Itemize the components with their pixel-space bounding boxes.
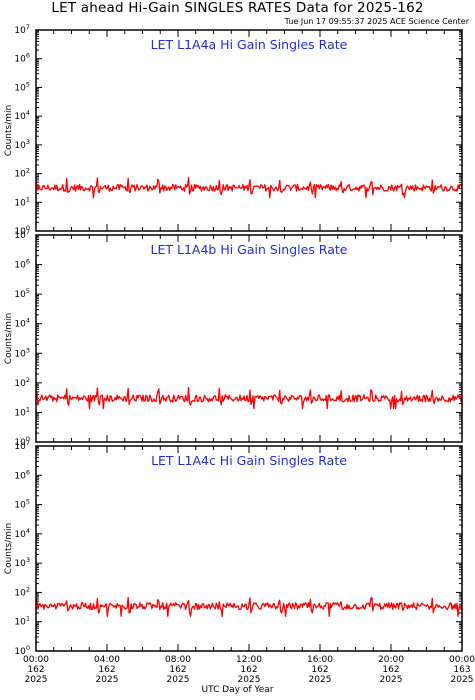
x-tick-label: 2025 <box>451 675 474 685</box>
y-tick-label: 104 <box>14 317 30 330</box>
y-tick-label: 106 <box>14 52 30 65</box>
y-tick-label: 101 <box>14 405 30 418</box>
y-axis-label: Counts/min <box>4 523 14 574</box>
x-tick-label: 00:00 <box>23 655 49 665</box>
x-tick-label: 20:00 <box>378 655 404 665</box>
y-tick-label: 102 <box>14 585 30 598</box>
y-tick-label: 107 <box>14 228 30 241</box>
x-tick-label: 08:00 <box>165 655 191 665</box>
y-tick-label: 104 <box>14 109 30 122</box>
x-tick-label: 12:00 <box>236 655 262 665</box>
y-tick-label: 100 <box>14 644 30 657</box>
y-tick-label: 104 <box>14 527 30 540</box>
x-tick-label: 162 <box>311 665 328 675</box>
plot-frame <box>35 234 463 443</box>
x-tick-label: 2025 <box>309 675 332 685</box>
series-line <box>35 176 463 199</box>
y-tick-label: 100 <box>14 224 30 237</box>
y-tick-label: 103 <box>14 346 30 359</box>
chart-panel-2: 100 101 102 103 104 105 106 107 LET L1A4b Hi Gai… <box>4 228 463 448</box>
y-axis-label: Counts/min <box>4 105 14 156</box>
x-axis-label: UTC Day of Year <box>201 685 274 695</box>
x-tick-label: 2025 <box>25 675 48 685</box>
generation-timestamp: Tue Jun 17 09:55:37 2025 ACE Science Cen… <box>284 17 469 26</box>
chart-panel-1: 100 101 102 103 104 105 106 107 LET L1A4a Hi Gai… <box>4 23 463 237</box>
x-tick-label: 162 <box>240 665 257 675</box>
y-tick-label: 101 <box>14 615 30 628</box>
panel-title: LET L1A4a Hi Gain Singles Rate <box>151 37 348 52</box>
x-tick-label: 162 <box>27 665 44 675</box>
series-line <box>35 596 463 617</box>
chart-panel-3: 100 101 102 103 104 105 106 107 LET L1A4c Hi Gai… <box>4 439 463 657</box>
y-tick-label: 100 <box>14 435 30 448</box>
y-tick-label: 101 <box>14 195 30 208</box>
x-tick-label: 163 <box>453 665 470 675</box>
x-tick-label: 16:00 <box>307 655 333 665</box>
x-tick-label: 2025 <box>380 675 403 685</box>
y-axis-label: Counts/min <box>4 313 14 364</box>
y-tick-label: 107 <box>14 439 30 452</box>
x-tick-label: 04:00 <box>94 655 120 665</box>
y-tick-label: 103 <box>14 556 30 569</box>
series-line <box>35 386 463 410</box>
plot-frame <box>35 445 463 652</box>
y-tick-label: 105 <box>14 80 30 93</box>
panel-title: LET L1A4c Hi Gain Singles Rate <box>151 453 347 468</box>
y-tick-label: 106 <box>14 468 30 481</box>
y-tick-label: 107 <box>14 23 30 36</box>
x-tick-label: 2025 <box>96 675 119 685</box>
x-tick-label: 162 <box>98 665 115 675</box>
panel-title: LET L1A4b Hi Gain Singles Rate <box>151 242 348 257</box>
y-tick-label: 103 <box>14 138 30 151</box>
chart-main-title: LET ahead Hi-Gain SINGLES RATES Data for… <box>51 0 424 16</box>
x-tick-label: 162 <box>169 665 186 675</box>
y-tick-label: 102 <box>14 376 30 389</box>
plot-frame <box>35 29 463 232</box>
x-tick-label: 2025 <box>238 675 261 685</box>
x-tick-label: 162 <box>382 665 399 675</box>
y-tick-label: 105 <box>14 287 30 300</box>
x-tick-label: 00:00 <box>449 655 475 665</box>
y-tick-label: 105 <box>14 498 30 511</box>
y-tick-label: 102 <box>14 167 30 180</box>
x-tick-label: 2025 <box>167 675 190 685</box>
y-tick-label: 106 <box>14 258 30 271</box>
